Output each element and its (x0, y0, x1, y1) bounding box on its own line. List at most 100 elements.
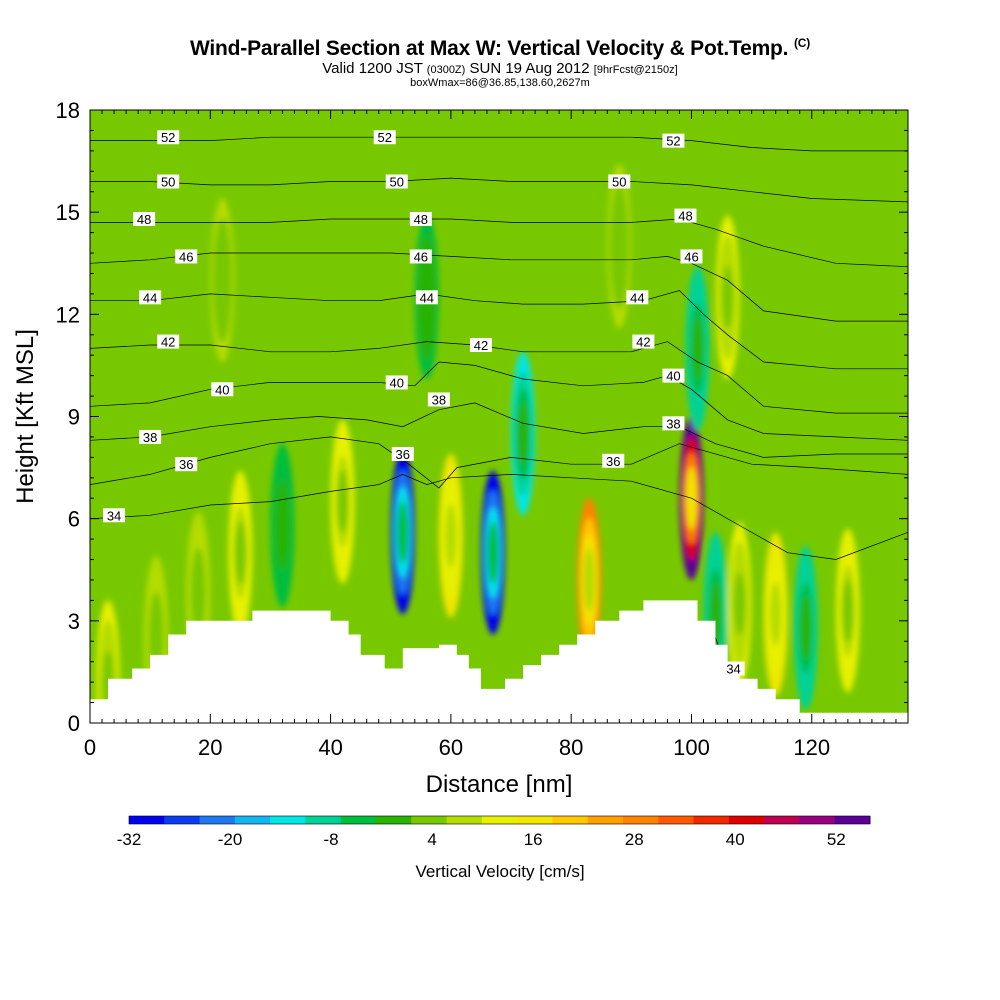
theta-contour-34 (90, 474, 908, 560)
svg-text:46: 46 (414, 249, 428, 264)
contour-label-34-0: 34 (722, 661, 745, 677)
colorbar-swatch (587, 816, 624, 824)
velocity-cell-6 (397, 500, 409, 564)
colorbar-swatch (658, 816, 695, 824)
colorbar-swatch (340, 816, 377, 824)
theta-contour-38 (90, 402, 908, 458)
colorbar-swatch (164, 816, 201, 824)
svg-text:48: 48 (414, 212, 428, 227)
chart-subtitle: Valid 1200 JST (0300Z) SUN 19 Aug 2012 [… (0, 60, 1000, 77)
terrain (90, 600, 908, 723)
theta-contour-46 (90, 252, 908, 322)
svg-text:50: 50 (161, 175, 175, 190)
colorbar-swatch (446, 816, 483, 824)
contour-label-42-0: 42 (157, 334, 180, 350)
contour-label-52-1: 52 (373, 130, 396, 145)
contour-label-44-2: 44 (626, 290, 649, 305)
velocity-cell-14 (770, 582, 782, 646)
x-tick-label: 120 (793, 735, 830, 760)
svg-text:34: 34 (107, 508, 121, 523)
title-mark: (C) (793, 36, 811, 50)
contour-label-42-1: 42 (469, 337, 492, 353)
svg-text:36: 36 (606, 454, 620, 469)
contour-label-38-2: 38 (662, 416, 685, 431)
y-tick-label: 18 (56, 98, 80, 123)
y-tick-label: 6 (68, 507, 80, 532)
theta-contour-42 (90, 341, 908, 414)
colorbar-label: Vertical Velocity [cm/s] (415, 862, 585, 881)
colorbar: -32 -20 -8 4 16 28 40 52 (117, 815, 871, 849)
velocity-cell-15 (800, 596, 812, 660)
theta-contour-40 (90, 361, 908, 441)
colorbar-swatch (764, 816, 800, 824)
theta-contour-50 (90, 177, 908, 203)
contour-label-44-1: 44 (415, 290, 438, 305)
colorbar-tick-label: -20 (218, 830, 243, 849)
x-tick-label: 0 (84, 735, 96, 760)
colorbar-tick-label: 16 (524, 830, 543, 849)
svg-text:40: 40 (215, 382, 229, 397)
svg-text:44: 44 (420, 290, 434, 305)
x-tick-label: 40 (318, 735, 342, 760)
contour-label-52-2: 52 (662, 133, 685, 149)
theta-contour-52 (90, 136, 908, 152)
forecast-info: [9hrFcst@2150z] (593, 64, 678, 76)
valid-utc: (0300Z) (426, 64, 466, 76)
svg-text:40: 40 (390, 375, 404, 390)
theta-contour-36 (90, 436, 908, 489)
contour-label-48-2: 48 (674, 208, 697, 224)
y-tick-label: 3 (68, 609, 80, 634)
y-tick-label: 15 (56, 200, 80, 225)
contour-label-34-0: 34 (103, 508, 126, 523)
box-info: boxWmax=86@36.85,138.60,2627m (410, 77, 590, 89)
svg-text:50: 50 (390, 175, 404, 190)
velocity-cell-1 (150, 606, 162, 670)
contour-label-40-1: 40 (385, 375, 408, 390)
svg-text:40: 40 (666, 369, 680, 384)
colorbar-swatch (693, 816, 730, 824)
velocity-cell-16 (842, 579, 854, 643)
velocity-cell-21 (613, 214, 625, 278)
y-axis-label: Height [Kft MSL] (12, 329, 39, 504)
svg-text:42: 42 (474, 338, 488, 353)
velocity-cell-4 (276, 493, 288, 558)
svg-text:36: 36 (179, 457, 193, 472)
x-tick-label: 80 (559, 735, 583, 760)
valid-date: SUN 19 Aug 2012 (469, 60, 590, 77)
contour-label-50-0: 50 (157, 174, 180, 190)
contour-label-36-1: 36 (391, 446, 414, 462)
velocity-cell-2 (192, 561, 204, 626)
svg-text:42: 42 (636, 335, 650, 350)
svg-text:34: 34 (726, 662, 740, 677)
velocity-cell-3 (234, 521, 246, 585)
contour-label-50-2: 50 (608, 174, 631, 190)
svg-text:44: 44 (630, 290, 644, 305)
title-text: Wind-Parallel Section at Max W: Vertical… (189, 37, 789, 60)
colorbar-swatch (728, 816, 765, 824)
colorbar-swatch (376, 816, 412, 824)
colorbar-swatch (129, 816, 165, 824)
colorbar-swatch (305, 816, 342, 824)
colorbar-swatch (234, 816, 271, 824)
svg-text:38: 38 (143, 430, 157, 445)
y-tick-label: 9 (68, 405, 80, 430)
velocity-cell-13 (734, 572, 746, 636)
colorbar-swatch (799, 816, 836, 824)
velocity-cell-17 (691, 316, 704, 380)
colorbar-tick-label: 52 (827, 830, 846, 849)
x-tick-label: 100 (673, 735, 710, 760)
contour-label-46-2: 46 (680, 249, 703, 264)
colorbar-tick-label: 28 (625, 830, 644, 849)
colorbar-swatch (199, 816, 236, 824)
contour-label-50-1: 50 (385, 174, 408, 190)
svg-text:38: 38 (432, 392, 446, 407)
velocity-cell-9 (517, 401, 529, 466)
y-tick-label: 12 (56, 302, 80, 327)
svg-text:44: 44 (143, 290, 157, 305)
colorbar-swatch (623, 816, 659, 824)
theta-contours (90, 136, 908, 707)
velocity-cell-8 (487, 521, 499, 585)
svg-text:52: 52 (161, 130, 175, 145)
colorbar-tick-label: -8 (324, 830, 339, 849)
